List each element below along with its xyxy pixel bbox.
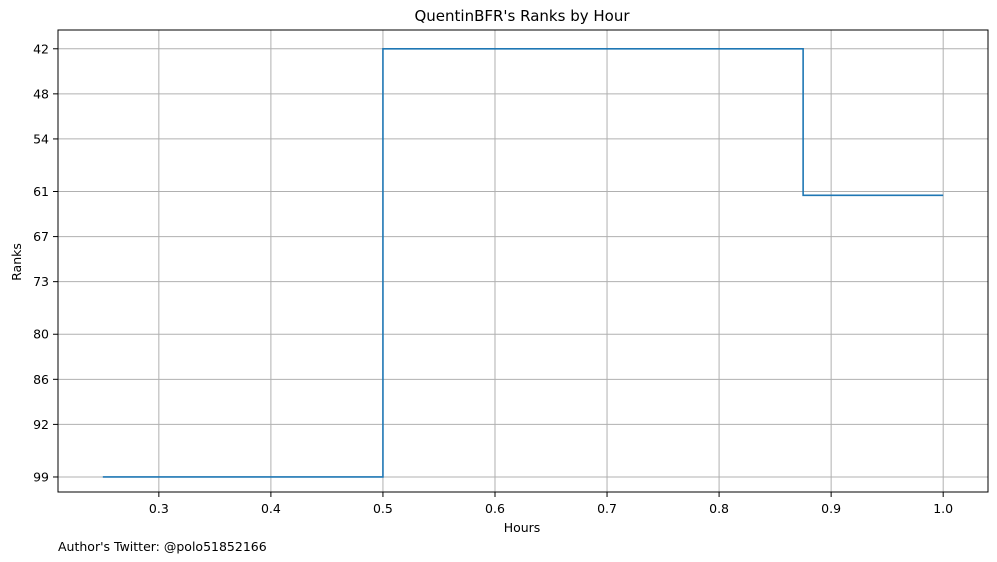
y-tick-label: 86 [33,372,49,387]
x-tick-label: 0.4 [261,501,281,516]
chart-title: QuentinBFR's Ranks by Hour [414,7,630,25]
x-tick-label: 0.8 [709,501,729,516]
x-tick-label: 1.0 [933,501,953,516]
y-axis-label: Ranks [9,243,24,281]
x-tick-label: 0.7 [597,501,617,516]
y-tick-label: 80 [33,327,49,342]
y-tick-label: 42 [33,41,49,56]
rank-step-line [102,47,944,478]
y-tick-label: 54 [33,131,49,146]
x-tick-label: 0.5 [373,501,393,516]
y-tick-label: 99 [33,469,49,484]
x-axis: 0.3 0.4 0.5 0.6 0.7 0.8 0.9 1.0 [149,492,953,516]
plot-frame [57,29,989,493]
y-tick-label: 67 [33,229,49,244]
y-tick-label: 73 [33,274,49,289]
author-twitter-note: Author's Twitter: @polo51852166 [58,539,267,554]
y-tick-label: 92 [33,417,49,432]
x-tick-label: 0.3 [149,501,169,516]
y-axis: 42 48 54 61 67 73 80 86 92 99 [33,41,58,484]
x-axis-label: Hours [504,520,541,535]
x-tick-label: 0.6 [485,501,505,516]
x-tick-label: 0.9 [821,501,841,516]
y-tick-label: 61 [33,184,49,199]
y-tick-label: 48 [33,86,49,101]
series-layer [102,47,944,478]
